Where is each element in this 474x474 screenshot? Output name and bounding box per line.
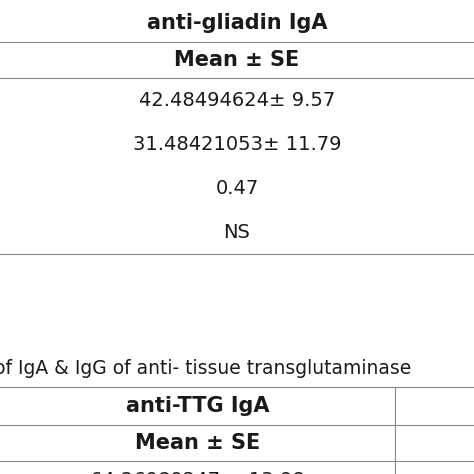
Text: 42.48494624± 9.57: 42.48494624± 9.57	[139, 91, 335, 109]
Text: 0.47: 0.47	[215, 179, 259, 198]
Text: 31.48421053± 11.79: 31.48421053± 11.79	[133, 135, 341, 154]
Text: 64.26989247 ± 13.98: 64.26989247 ± 13.98	[90, 472, 305, 474]
Text: Relation of IgA & IgG of anti- tissue transglutaminase: Relation of IgA & IgG of anti- tissue tr…	[0, 359, 411, 379]
Text: anti-TTG IgA: anti-TTG IgA	[126, 396, 269, 416]
Text: Mean ± SE: Mean ± SE	[174, 50, 300, 70]
Text: Mean ± SE: Mean ± SE	[135, 433, 260, 453]
Text: NS: NS	[224, 222, 250, 241]
Text: anti-gliadin IgA: anti-gliadin IgA	[147, 13, 327, 33]
